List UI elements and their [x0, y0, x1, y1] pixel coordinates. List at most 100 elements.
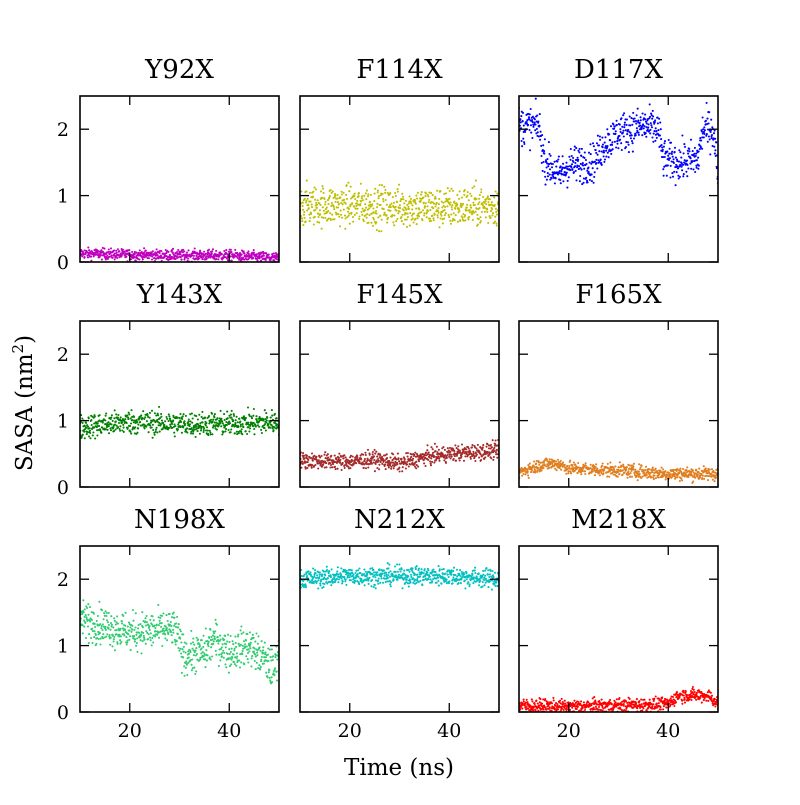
data-point — [368, 214, 370, 216]
data-point — [534, 472, 536, 474]
data-point — [589, 162, 591, 164]
data-point — [334, 195, 336, 197]
data-point — [714, 480, 716, 482]
data-point — [373, 218, 375, 220]
data-point — [645, 132, 647, 134]
data-point — [178, 417, 180, 419]
data-point — [305, 200, 307, 202]
data-point — [568, 176, 570, 178]
data-point — [226, 411, 228, 413]
data-point — [259, 646, 261, 648]
data-point — [443, 218, 445, 220]
data-point — [535, 462, 537, 464]
data-point — [122, 424, 124, 426]
data-point — [230, 431, 232, 433]
data-point — [478, 457, 480, 459]
data-point — [131, 625, 133, 627]
data-point — [179, 413, 181, 415]
data-point — [714, 130, 716, 132]
data-point — [436, 190, 438, 192]
data-point — [434, 214, 436, 216]
data-point — [101, 625, 103, 627]
data-point — [110, 637, 112, 639]
data-point — [542, 144, 544, 146]
data-point — [455, 214, 457, 216]
data-point — [444, 449, 446, 451]
data-point — [606, 476, 608, 478]
data-point — [710, 119, 712, 121]
data-point — [425, 192, 427, 194]
data-point — [427, 459, 429, 461]
data-point — [216, 417, 218, 419]
data-point — [620, 465, 622, 467]
data-point — [156, 634, 158, 636]
data-point — [669, 148, 671, 150]
data-point — [632, 142, 634, 144]
data-point — [235, 665, 237, 667]
data-point — [654, 119, 656, 121]
data-point — [663, 175, 665, 177]
data-point — [339, 459, 341, 461]
data-point — [433, 462, 435, 464]
data-point — [521, 475, 523, 477]
data-point — [272, 655, 274, 657]
data-point — [411, 208, 413, 210]
data-point — [450, 454, 452, 456]
data-point — [337, 194, 339, 196]
data-point — [207, 434, 209, 436]
data-point — [229, 665, 231, 667]
data-point — [385, 214, 387, 216]
data-point — [82, 599, 84, 601]
data-point — [273, 674, 275, 676]
data-point — [115, 250, 117, 252]
data-point — [495, 222, 497, 224]
data-point — [709, 153, 711, 155]
data-point — [91, 642, 93, 644]
data-point — [468, 199, 470, 201]
data-point — [373, 455, 375, 457]
data-point — [107, 421, 109, 423]
data-point — [417, 192, 419, 194]
data-point — [396, 201, 398, 203]
data-point — [265, 429, 267, 431]
data-point — [397, 188, 399, 190]
data-point — [302, 209, 304, 211]
data-point — [543, 153, 545, 155]
data-point — [630, 132, 632, 134]
data-point — [523, 125, 525, 127]
data-point — [253, 428, 255, 430]
data-point — [273, 259, 275, 261]
data-point — [243, 663, 245, 665]
data-point — [117, 426, 119, 428]
data-point — [152, 615, 154, 617]
data-point — [557, 459, 559, 461]
data-point — [151, 426, 153, 428]
data-point — [397, 191, 399, 193]
data-point — [311, 452, 313, 454]
data-point — [565, 162, 567, 164]
data-point — [146, 621, 148, 623]
data-point — [115, 623, 117, 625]
data-point — [323, 210, 325, 212]
data-point — [380, 461, 382, 463]
data-point — [449, 220, 451, 222]
data-point — [370, 222, 372, 224]
data-point — [144, 617, 146, 619]
data-point — [152, 437, 154, 439]
data-point — [615, 130, 617, 132]
data-point — [319, 204, 321, 206]
data-point — [130, 433, 132, 435]
data-point — [341, 191, 343, 193]
data-point — [140, 414, 142, 416]
data-point — [115, 633, 117, 635]
y-tick-label: 2 — [57, 344, 69, 366]
data-point — [489, 198, 491, 200]
data-point — [250, 642, 252, 644]
data-point — [547, 165, 549, 167]
data-point — [703, 136, 705, 138]
data-point — [260, 666, 262, 668]
data-point — [649, 132, 651, 134]
data-point — [273, 252, 275, 254]
data-point — [567, 165, 569, 167]
data-point — [714, 149, 716, 151]
